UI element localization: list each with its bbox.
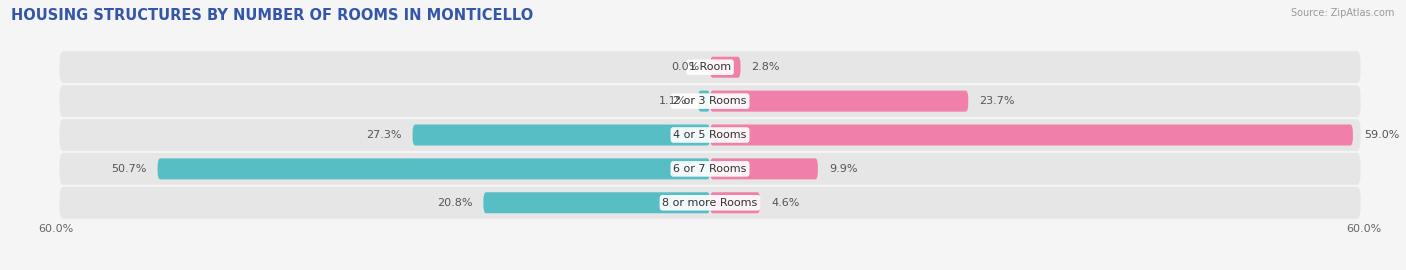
FancyBboxPatch shape [710,192,761,213]
Text: Source: ZipAtlas.com: Source: ZipAtlas.com [1291,8,1395,18]
FancyBboxPatch shape [697,91,710,112]
Text: 1.1%: 1.1% [659,96,688,106]
Text: 50.7%: 50.7% [111,164,146,174]
FancyBboxPatch shape [710,91,969,112]
FancyBboxPatch shape [710,158,818,179]
Text: HOUSING STRUCTURES BY NUMBER OF ROOMS IN MONTICELLO: HOUSING STRUCTURES BY NUMBER OF ROOMS IN… [11,8,533,23]
Text: 2 or 3 Rooms: 2 or 3 Rooms [673,96,747,106]
Text: 20.8%: 20.8% [437,198,472,208]
Text: 4.6%: 4.6% [770,198,800,208]
Text: 9.9%: 9.9% [828,164,858,174]
FancyBboxPatch shape [412,124,710,146]
FancyBboxPatch shape [59,119,1361,151]
FancyBboxPatch shape [710,124,1353,146]
Text: 2.8%: 2.8% [751,62,780,72]
Text: 4 or 5 Rooms: 4 or 5 Rooms [673,130,747,140]
FancyBboxPatch shape [710,57,741,78]
Text: 6 or 7 Rooms: 6 or 7 Rooms [673,164,747,174]
Text: 59.0%: 59.0% [1364,130,1399,140]
Text: 1 Room: 1 Room [689,62,731,72]
FancyBboxPatch shape [157,158,710,179]
Text: 27.3%: 27.3% [366,130,402,140]
FancyBboxPatch shape [59,153,1361,185]
FancyBboxPatch shape [59,85,1361,117]
Text: 0.0%: 0.0% [671,62,699,72]
FancyBboxPatch shape [59,187,1361,219]
FancyBboxPatch shape [59,51,1361,83]
Text: 8 or more Rooms: 8 or more Rooms [662,198,758,208]
Text: 23.7%: 23.7% [979,96,1015,106]
FancyBboxPatch shape [484,192,710,213]
